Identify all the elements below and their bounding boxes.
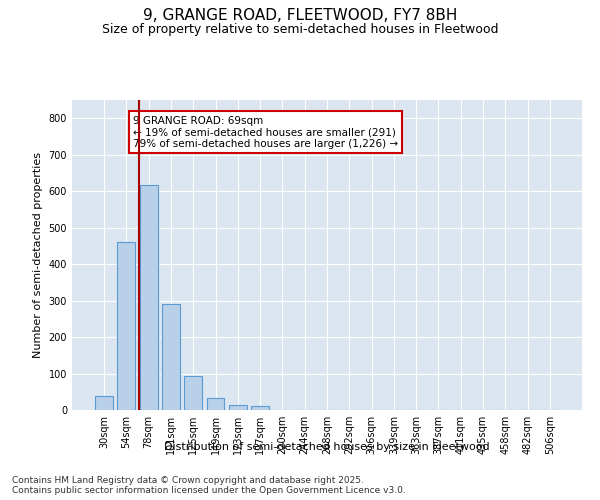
Bar (229, 405, 247, 410)
Text: Contains HM Land Registry data © Crown copyright and database right 2025.
Contai: Contains HM Land Registry data © Crown c… (12, 476, 406, 495)
Bar (118, 242, 136, 410)
Bar (184, 376, 202, 410)
Bar (206, 398, 224, 410)
Text: Distribution of semi-detached houses by size in Fleetwood: Distribution of semi-detached houses by … (164, 442, 490, 452)
Bar (140, 184, 158, 410)
Bar (95, 396, 113, 410)
Text: 9, GRANGE ROAD, FLEETWOOD, FY7 8BH: 9, GRANGE ROAD, FLEETWOOD, FY7 8BH (143, 8, 457, 22)
Text: 9 GRANGE ROAD: 69sqm
← 19% of semi-detached houses are smaller (291)
79% of semi: 9 GRANGE ROAD: 69sqm ← 19% of semi-detac… (133, 116, 398, 148)
Bar (162, 304, 180, 410)
Text: Size of property relative to semi-detached houses in Fleetwood: Size of property relative to semi-detach… (102, 22, 498, 36)
Bar (251, 406, 269, 410)
Y-axis label: Number of semi-detached properties: Number of semi-detached properties (33, 152, 43, 358)
